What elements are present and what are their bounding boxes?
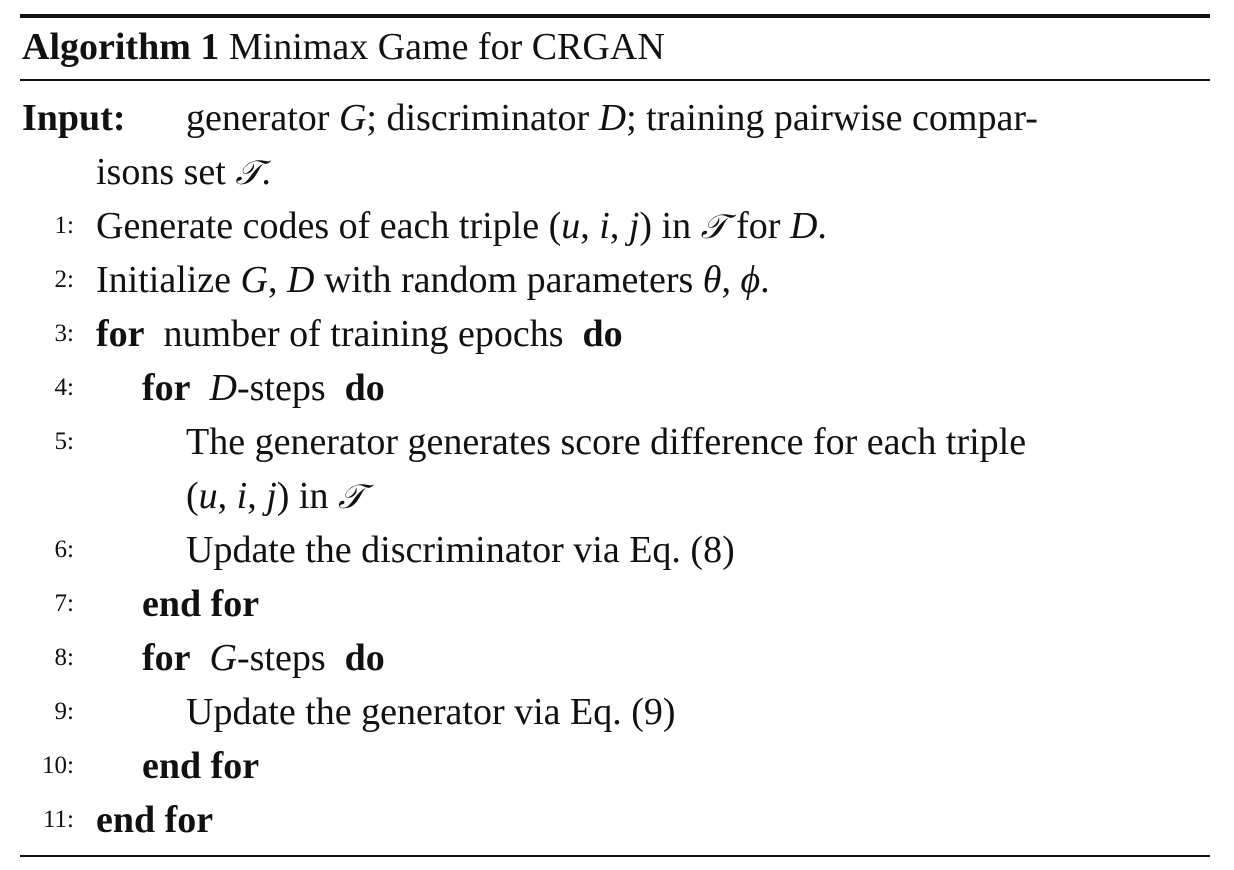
- step-text: Generate codes of each triple (u, i, j) …: [96, 205, 827, 247]
- line-number: 8:: [54, 644, 74, 671]
- input-line: Input: generator G; discriminator D; tra…: [20, 91, 1210, 145]
- algorithm-step-1: 1: Generate codes of each triple (u, i, …: [20, 199, 1210, 253]
- algorithm-step-3: 3: for number of training epochs do: [20, 307, 1210, 361]
- algorithm-label: Algorithm 1: [22, 26, 220, 68]
- algorithm-step-5: 5: The generator generates score differe…: [20, 415, 1210, 469]
- keyword-do: do: [344, 367, 385, 409]
- input-text: generator G; discriminator D; training p…: [186, 97, 1038, 139]
- step-text: G-steps: [209, 637, 326, 679]
- input-line-continued: isons set 𝒯.: [20, 145, 1210, 199]
- line-number: 3:: [54, 320, 74, 347]
- input-label: Input:: [22, 97, 126, 139]
- algorithm-step-2: 2: Initialize G, D with random parameter…: [20, 253, 1210, 307]
- input-text-continued: isons set 𝒯.: [96, 151, 271, 193]
- keyword-end-for: end for: [142, 583, 260, 625]
- line-number: 6:: [54, 536, 74, 563]
- algorithm-step-8: 8: for G-steps do: [20, 631, 1210, 685]
- keyword-end-for: end for: [96, 799, 214, 841]
- algorithm-step-9: 9: Update the generator via Eq. (9): [20, 685, 1210, 739]
- step-text: D-steps: [209, 367, 326, 409]
- keyword-do: do: [582, 313, 623, 355]
- keyword-end-for: end for: [142, 745, 260, 787]
- step-text: number of training epochs: [163, 313, 564, 355]
- keyword-for: for: [142, 637, 191, 679]
- step-text-continued: (u, i, j) in 𝒯: [186, 475, 365, 517]
- line-number: 5:: [54, 428, 74, 455]
- algorithm-step-10: 10: end for: [20, 739, 1210, 793]
- step-text: Initialize G, D with random parameters θ…: [96, 259, 770, 301]
- line-number: 2:: [54, 266, 74, 293]
- algorithm-step-6: 6: Update the discriminator via Eq. (8): [20, 523, 1210, 577]
- line-number: 11:: [42, 806, 74, 833]
- title-rule: [20, 79, 1210, 81]
- line-number: 10:: [42, 752, 74, 779]
- algorithm-step-7: 7: end for: [20, 577, 1210, 631]
- line-number: 4:: [54, 374, 74, 401]
- algorithm-title: Algorithm 1 Minimax Game for CRGAN: [22, 24, 665, 70]
- keyword-for: for: [96, 313, 145, 355]
- algorithm-step-11: 11: end for: [20, 793, 1210, 847]
- line-number: 1:: [54, 212, 74, 239]
- algorithm-name: Minimax Game for CRGAN: [228, 26, 665, 68]
- line-number: 9:: [54, 698, 74, 725]
- algorithm-block: Algorithm 1 Minimax Game for CRGAN Input…: [20, 0, 1210, 870]
- step-text: The generator generates score difference…: [186, 421, 1027, 463]
- keyword-do: do: [344, 637, 385, 679]
- keyword-for: for: [142, 367, 191, 409]
- step-text: Update the discriminator via Eq. (8): [186, 529, 735, 571]
- bottom-rule: [20, 855, 1210, 857]
- top-rule: [20, 14, 1210, 18]
- step-text: Update the generator via Eq. (9): [186, 691, 676, 733]
- line-number: 7:: [54, 590, 74, 617]
- algorithm-step-4: 4: for D-steps do: [20, 361, 1210, 415]
- algorithm-step-5-continued: (u, i, j) in 𝒯: [20, 469, 1210, 523]
